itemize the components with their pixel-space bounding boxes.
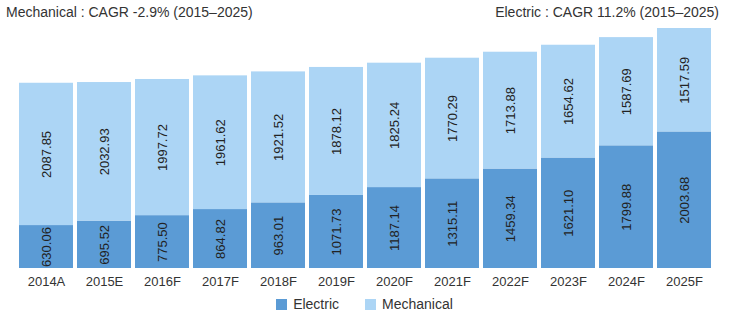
svg-text:2024F: 2024F [608, 274, 645, 289]
svg-text:1517.59: 1517.59 [677, 57, 692, 104]
svg-text:1878.12: 1878.12 [329, 108, 344, 155]
svg-text:2003.68: 2003.68 [677, 177, 692, 224]
svg-text:1621.10: 1621.10 [561, 190, 576, 237]
svg-text:1825.24: 1825.24 [387, 102, 402, 149]
svg-text:1459.34: 1459.34 [503, 195, 518, 242]
svg-text:2015E: 2015E [86, 274, 124, 289]
svg-text:2018F: 2018F [260, 274, 297, 289]
svg-text:1587.69: 1587.69 [619, 68, 634, 115]
svg-text:1921.52: 1921.52 [271, 114, 286, 161]
html-text:Electric: Electric [293, 296, 339, 312]
svg-text:2087.85: 2087.85 [39, 131, 54, 178]
svg-text:1713.88: 1713.88 [503, 87, 518, 134]
svg-text:2014A: 2014A [28, 274, 66, 289]
svg-text:2020F: 2020F [376, 274, 413, 289]
svg-text:1187.14: 1187.14 [387, 205, 402, 251]
svg-text:630.06: 630.06 [39, 227, 54, 267]
svg-text:2021F: 2021F [434, 274, 471, 289]
svg-text:2025F: 2025F [666, 274, 703, 289]
svg-text:1997.72: 1997.72 [155, 124, 170, 171]
svg-text:1315.11: 1315.11 [445, 201, 460, 247]
html-text:Electric : CAGR 11.2% (2015–20: Electric : CAGR 11.2% (2015–2025) [495, 4, 719, 20]
svg-text:2032.93: 2032.93 [97, 128, 112, 175]
html-text:Mechanical: Mechanical [382, 296, 453, 312]
svg-text:1961.62: 1961.62 [213, 119, 228, 166]
svg-text:2019F: 2019F [318, 274, 355, 289]
svg-text:1770.29: 1770.29 [445, 95, 460, 142]
svg-text:1799.88: 1799.88 [619, 184, 634, 231]
svg-text:695.52: 695.52 [97, 225, 112, 265]
svg-text:963.01: 963.01 [271, 216, 286, 256]
svg-text:2016F: 2016F [144, 274, 181, 289]
svg-text:1071.73: 1071.73 [329, 208, 344, 255]
svg-text:2022F: 2022F [492, 274, 529, 289]
html-text:Mechanical : CAGR -2.9% (2015–: Mechanical : CAGR -2.9% (2015–2025) [6, 4, 253, 20]
svg-text:1654.62: 1654.62 [561, 78, 576, 125]
svg-text:2017F: 2017F [202, 274, 239, 289]
svg-text:775.50: 775.50 [155, 222, 170, 262]
svg-text:2023F: 2023F [550, 274, 587, 289]
svg-text:864.82: 864.82 [213, 219, 228, 259]
